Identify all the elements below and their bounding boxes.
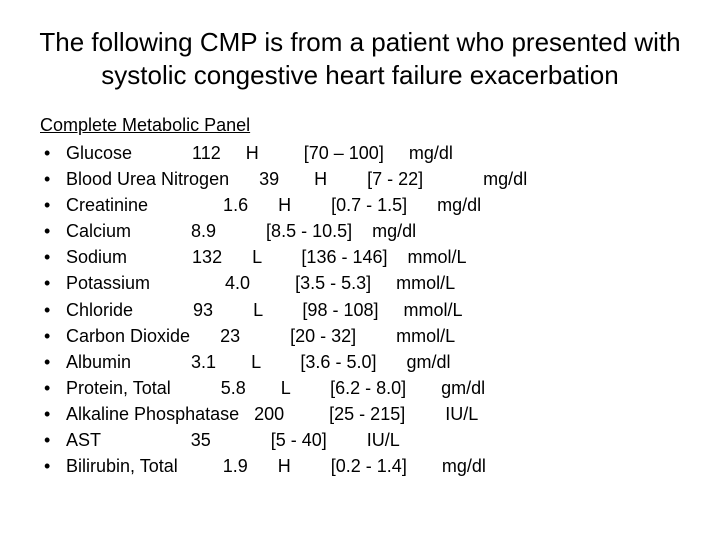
lab-result-row: Albumin 3.1 L [3.6 - 5.0] gm/dl (44, 349, 684, 375)
lab-result-row: Chloride 93 L [98 - 108] mmol/L (44, 297, 684, 323)
lab-result-row: Alkaline Phosphatase 200 [25 - 215] IU/L (44, 401, 684, 427)
slide-title: The following CMP is from a patient who … (36, 26, 684, 91)
lab-result-row: Blood Urea Nitrogen 39 H [7 - 22] mg/dl (44, 166, 684, 192)
lab-result-row: AST 35 [5 - 40] IU/L (44, 427, 684, 453)
lab-result-row: Creatinine 1.6 H [0.7 - 1.5] mg/dl (44, 192, 684, 218)
lab-result-row: Glucose 112 H [70 – 100] mg/dl (44, 140, 684, 166)
lab-result-row: Carbon Dioxide 23 [20 - 32] mmol/L (44, 323, 684, 349)
lab-result-row: Bilirubin, Total 1.9 H [0.2 - 1.4] mg/dl (44, 453, 684, 479)
lab-result-row: Protein, Total 5.8 L [6.2 - 8.0] gm/dl (44, 375, 684, 401)
lab-result-row: Potassium 4.0 [3.5 - 5.3] mmol/L (44, 270, 684, 296)
lab-result-row: Sodium 132 L [136 - 146] mmol/L (44, 244, 684, 270)
lab-result-row: Calcium 8.9 [8.5 - 10.5] mg/dl (44, 218, 684, 244)
panel-heading: Complete Metabolic Panel (40, 115, 684, 136)
slide-container: The following CMP is from a patient who … (0, 0, 720, 540)
lab-results-list: Glucose 112 H [70 – 100] mg/dlBlood Urea… (36, 140, 684, 479)
